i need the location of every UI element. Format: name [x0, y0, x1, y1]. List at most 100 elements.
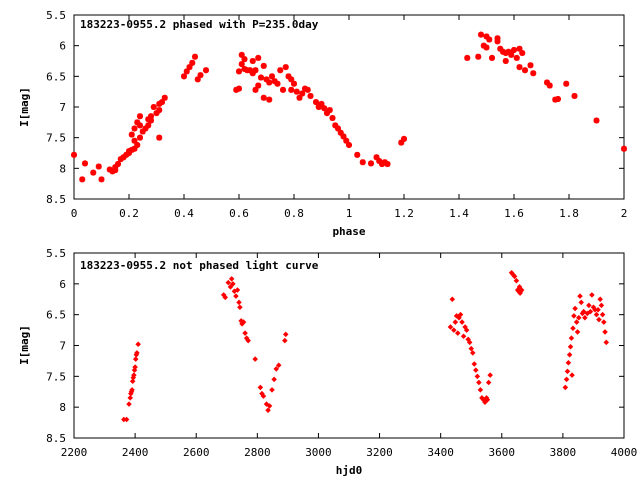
- data-point: [574, 329, 581, 335]
- data-point: [466, 339, 473, 346]
- data-point: [126, 401, 132, 407]
- data-point: [159, 99, 165, 106]
- data-point: [566, 351, 573, 358]
- data-point: [156, 107, 163, 114]
- data-point: [282, 337, 288, 344]
- data-points: [121, 269, 610, 423]
- data-point: [137, 122, 143, 129]
- data-point: [291, 80, 297, 87]
- data-point: [359, 159, 366, 166]
- data-point: [487, 372, 493, 378]
- x-tick-label: 3000: [305, 446, 332, 459]
- x-tick-label: 0.2: [119, 207, 139, 220]
- y-tick-label: 7: [59, 101, 66, 114]
- x-tick-label: 2400: [122, 446, 149, 459]
- data-point: [368, 160, 374, 167]
- data-point: [527, 62, 534, 69]
- data-point: [460, 333, 467, 340]
- y-tick-label: 8: [59, 401, 66, 414]
- data-point: [240, 319, 247, 325]
- data-point: [273, 366, 280, 372]
- data-point: [452, 319, 459, 325]
- data-point: [123, 151, 130, 158]
- x-tick-label: 1.6: [504, 207, 524, 220]
- data-point: [156, 134, 163, 141]
- data-point: [153, 110, 160, 117]
- y-tick-label: 7.5: [46, 370, 66, 383]
- data-point: [131, 372, 137, 378]
- chart-title: 183223-0955.2 phased with P=235.0day: [80, 18, 319, 31]
- phased-light-curve-panel: 0 0.2 0.4 0.6 0.8 1 1.2 1.4 1.6 1.8 2 5.5 6 6.5 7 7.5 8…: [18, 9, 627, 238]
- x-tick-label: 3600: [489, 446, 516, 459]
- data-point: [137, 134, 143, 141]
- data-point: [478, 31, 484, 38]
- data-point: [275, 362, 282, 368]
- data-point: [473, 367, 479, 373]
- data-point: [269, 73, 275, 80]
- y-tick-labels: 5.5 6 6.5 7 7.5 8 8.5: [46, 247, 66, 445]
- data-point: [562, 384, 569, 391]
- data-point: [593, 117, 600, 124]
- data-point: [249, 58, 256, 64]
- data-point: [296, 94, 303, 101]
- data-point: [567, 343, 574, 350]
- x-tick-label: 3400: [427, 446, 454, 459]
- data-point: [263, 76, 270, 83]
- data-point: [134, 350, 140, 356]
- data-point: [203, 67, 209, 74]
- data-point: [471, 361, 478, 367]
- data-point: [238, 61, 245, 68]
- data-point: [255, 82, 262, 89]
- data-point: [288, 76, 295, 83]
- data-point: [242, 330, 248, 336]
- data-point: [266, 96, 273, 103]
- data-point: [494, 38, 501, 45]
- data-point: [280, 86, 286, 93]
- data-point: [596, 316, 602, 323]
- data-point: [354, 151, 361, 158]
- data-point: [277, 67, 284, 74]
- data-point: [326, 107, 333, 114]
- data-point: [346, 142, 352, 149]
- data-point: [238, 51, 245, 58]
- x-tick-label: 2200: [61, 446, 88, 459]
- unphased-light-curve-panel: 2200 2400 2600 2800 3000 3200 3400 3600 3800 4000…: [18, 247, 637, 477]
- data-point: [599, 311, 606, 318]
- data-point: [508, 51, 515, 58]
- data-point: [494, 35, 501, 42]
- data-point: [245, 337, 251, 344]
- x-tick-label: 1: [346, 207, 353, 220]
- data-point: [282, 64, 289, 71]
- data-point: [222, 294, 229, 301]
- data-point: [269, 387, 275, 393]
- data-point: [379, 161, 385, 168]
- data-point: [555, 96, 561, 103]
- data-point: [449, 296, 456, 303]
- data-point: [236, 299, 242, 306]
- data-point: [112, 167, 119, 174]
- data-point: [230, 281, 236, 287]
- data-point: [112, 164, 119, 171]
- data-point: [249, 70, 256, 77]
- data-point: [337, 129, 344, 136]
- data-point: [129, 387, 135, 393]
- data-point: [516, 64, 523, 71]
- data-point: [318, 100, 325, 107]
- data-point: [483, 33, 490, 40]
- data-point: [183, 68, 190, 75]
- x-tick-label: 1.2: [394, 207, 414, 220]
- data-point: [127, 395, 133, 401]
- x-tick-labels: 2200 2400 2600 2800 3000 3200 3400 3600 3800 4000: [61, 446, 638, 459]
- data-point: [598, 302, 605, 309]
- data-point: [265, 407, 271, 414]
- data-point: [241, 56, 248, 63]
- y-tick-label: 8.5: [46, 193, 66, 206]
- data-point: [197, 72, 204, 79]
- x-axis-label: hjd0: [336, 464, 363, 477]
- data-point: [513, 277, 520, 284]
- data-point: [260, 393, 267, 399]
- data-point: [483, 44, 490, 51]
- data-point: [137, 113, 143, 120]
- data-point: [257, 384, 264, 391]
